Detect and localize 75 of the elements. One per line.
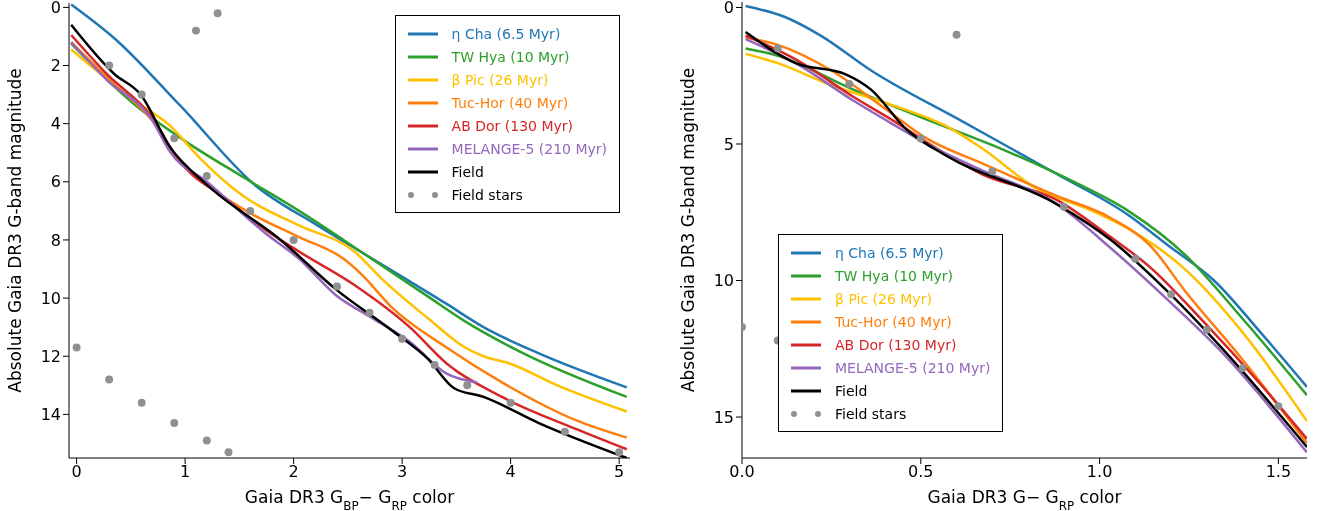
y-tick-label: 10: [40, 288, 61, 308]
y-tick-label: 0: [723, 0, 734, 18]
y-tick-label: 2: [50, 56, 61, 76]
y-tick-label: 8: [50, 230, 61, 250]
y-tick-label: 5: [723, 134, 734, 154]
point: [952, 30, 961, 39]
x-tick-label: 5: [614, 462, 625, 482]
point: [916, 134, 925, 143]
point: [773, 44, 782, 53]
point: [1274, 402, 1283, 411]
y-tick-label: 12: [40, 346, 61, 366]
y-tick-label: 10: [713, 271, 734, 291]
legend-label: AB Dor (130 Myr): [451, 117, 573, 134]
point: [430, 360, 439, 369]
point: [1131, 254, 1140, 263]
point: [105, 61, 114, 70]
point: [1167, 290, 1176, 299]
point: [333, 282, 342, 291]
point: [1202, 325, 1211, 334]
y-tick-label: 0: [50, 0, 61, 18]
x-axis-title: Gaia DR3 G$_{BP}$− G$_{RP}$ color: [244, 487, 455, 511]
point: [202, 172, 211, 180]
x-tick-label: 0: [71, 462, 82, 482]
point: [213, 9, 222, 18]
legend-label: β Pic (26 Myr): [835, 290, 932, 307]
point: [137, 398, 146, 407]
legend-label: Field: [451, 163, 484, 180]
point: [246, 206, 255, 215]
legend-label: η Cha (6.5 Myr): [835, 244, 944, 261]
legend-label: η Cha (6.5 Myr): [451, 25, 561, 42]
point: [1238, 363, 1247, 372]
legend-label: Field stars: [451, 186, 523, 203]
point: [72, 343, 81, 352]
point: [845, 79, 854, 88]
point: [365, 308, 374, 317]
point: [615, 448, 624, 457]
legend-label: TW Hya (10 Myr): [451, 48, 570, 65]
legend-label: Tuc-Hor (40 Myr): [451, 94, 569, 111]
x-tick-label: 1.0: [1086, 462, 1113, 482]
x-tick-label: 1: [180, 462, 191, 482]
point: [289, 235, 298, 244]
x-tick-label: 4: [505, 462, 516, 482]
point: [170, 134, 179, 143]
y-tick-label: 4: [50, 114, 61, 134]
y-axis-title: Absolute Gaia DR3 G-band magnitude: [5, 68, 25, 393]
x-tick-label: 1.5: [1265, 462, 1292, 482]
x-axis-title: Gaia DR3 G− G$_{RP}$ color: [927, 487, 1122, 511]
y-tick-label: 15: [713, 407, 734, 427]
legend-label: MELANGE-5 (210 Myr): [451, 140, 607, 157]
y-axis-title: Absolute Gaia DR3 G-band magnitude: [678, 67, 698, 393]
legend-label: Tuc-Hor (40 Myr): [835, 313, 952, 330]
point: [463, 381, 472, 390]
x-tick-label: 2: [288, 462, 299, 482]
point: [105, 375, 114, 384]
x-tick-label: 0.0: [729, 462, 755, 482]
y-tick-label: 14: [40, 405, 61, 425]
point: [224, 448, 233, 457]
y-tick-label: 6: [50, 172, 61, 192]
point: [191, 26, 200, 35]
point: [1059, 202, 1068, 211]
x-tick-label: 0.5: [908, 462, 934, 482]
point: [137, 90, 146, 99]
point: [506, 398, 515, 407]
point: [560, 427, 569, 436]
legend-label: AB Dor (130 Myr): [835, 336, 957, 353]
legend-label: Field stars: [835, 405, 907, 422]
x-tick-label: 3: [397, 462, 408, 482]
point: [202, 436, 211, 445]
point: [170, 419, 179, 428]
point: [398, 334, 407, 343]
legend-label: MELANGE-5 (210 Myr): [835, 359, 991, 376]
legend-label: β Pic (26 Myr): [451, 71, 549, 88]
legend-label: Field: [835, 382, 868, 399]
point: [988, 167, 997, 176]
legend-label: TW Hya (10 Myr): [835, 267, 953, 284]
